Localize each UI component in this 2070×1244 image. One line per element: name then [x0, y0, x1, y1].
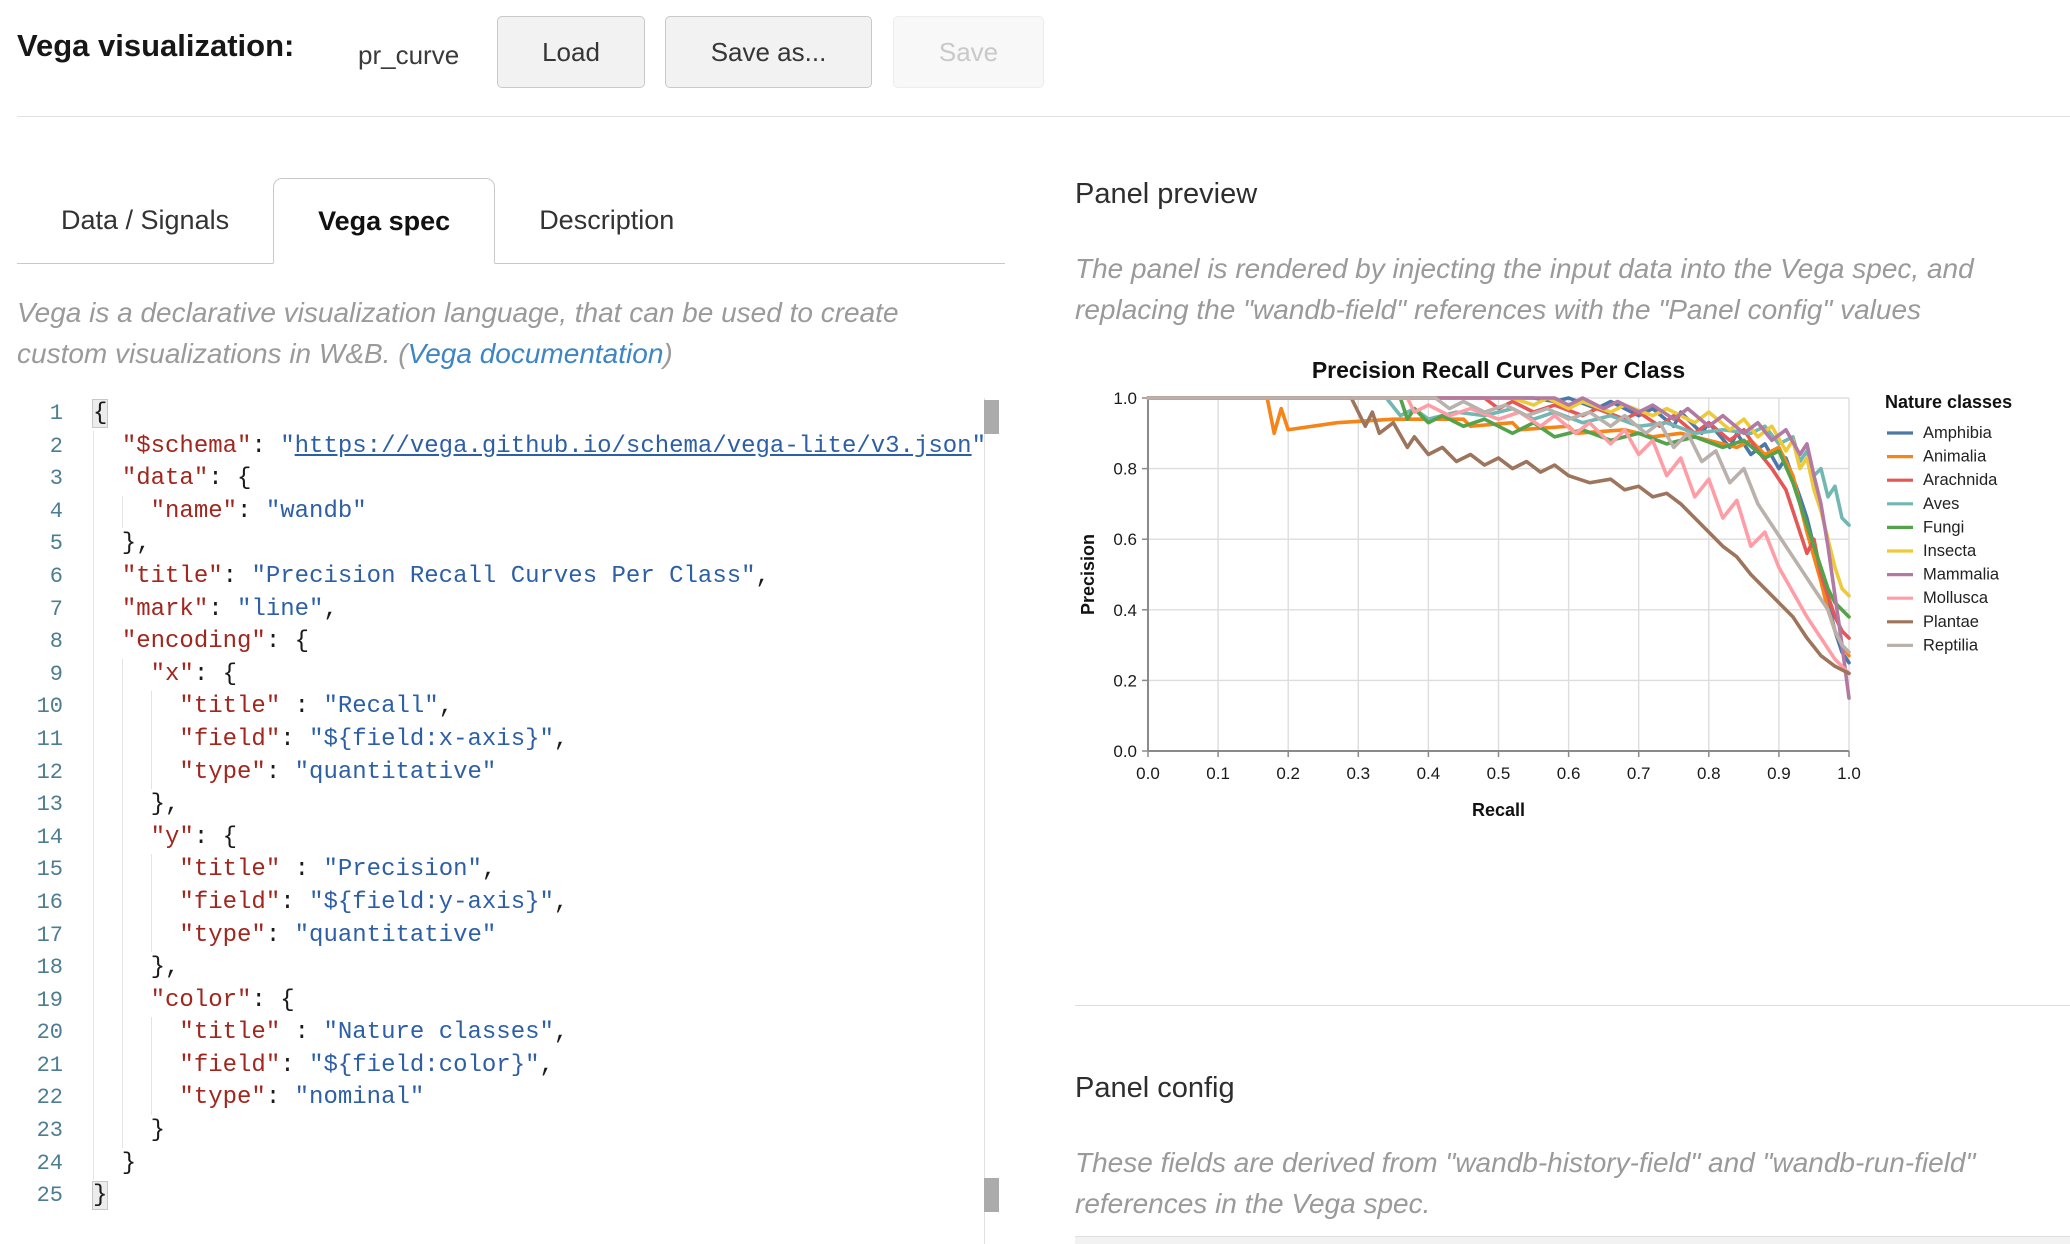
svg-text:Reptilia: Reptilia	[1923, 636, 1979, 654]
intro-text-before: Vega is a declarative visualization lang…	[17, 297, 899, 369]
svg-text:Plantae: Plantae	[1923, 613, 1979, 631]
svg-text:0.5: 0.5	[1487, 764, 1511, 783]
tab-vega-spec[interactable]: Vega spec	[273, 178, 496, 264]
save-button-disabled: Save	[893, 16, 1044, 88]
svg-text:0.4: 0.4	[1417, 764, 1441, 783]
chart-svg: 0.0 0.1 0.2 0.3 0.4 0.5 0.6 0.7 0.8 0.9 1.0 0.0 0.2 0…	[1078, 357, 2012, 820]
code-editor[interactable]: 1{2 "$schema": "https://vega.github.io/s…	[17, 398, 983, 1244]
svg-text:1.0: 1.0	[1113, 389, 1137, 408]
svg-text:Animalia: Animalia	[1923, 448, 1987, 466]
svg-text:0.8: 0.8	[1113, 460, 1137, 479]
svg-text:0.8: 0.8	[1697, 764, 1721, 783]
header-divider	[17, 116, 2070, 117]
svg-text:Recall: Recall	[1472, 800, 1525, 820]
svg-text:Arachnida: Arachnida	[1923, 471, 1998, 489]
svg-text:0.6: 0.6	[1557, 764, 1581, 783]
tab-data-signals[interactable]: Data / Signals	[61, 205, 230, 235]
svg-text:Amphibia: Amphibia	[1923, 424, 1993, 442]
svg-text:0.3: 0.3	[1346, 764, 1370, 783]
svg-text:Nature classes: Nature classes	[1885, 392, 2012, 412]
viz-name: pr_curve	[358, 40, 460, 70]
svg-text:Precision: Precision	[1078, 534, 1098, 615]
svg-text:Insecta: Insecta	[1923, 542, 1977, 560]
svg-text:0.4: 0.4	[1113, 601, 1137, 620]
panel-config-description: These fields are derived from "wandb-his…	[1075, 1147, 1976, 1219]
vega-documentation-link[interactable]: Vega documentation	[407, 338, 664, 369]
editor-scrollbar-track	[984, 398, 985, 1244]
svg-text:0.7: 0.7	[1627, 764, 1651, 783]
editor-scrollbar-thumb[interactable]	[984, 400, 999, 434]
svg-text:1.0: 1.0	[1837, 764, 1861, 783]
svg-text:0.9: 0.9	[1767, 764, 1791, 783]
svg-text:Mammalia: Mammalia	[1923, 566, 2000, 584]
tab-description[interactable]: Description	[539, 205, 675, 235]
svg-text:0.1: 0.1	[1206, 764, 1230, 783]
svg-text:Fungi: Fungi	[1923, 518, 1964, 536]
svg-text:0.2: 0.2	[1276, 764, 1300, 783]
svg-text:Mollusca: Mollusca	[1923, 589, 1989, 607]
svg-text:Aves: Aves	[1923, 495, 1959, 513]
svg-text:Precision Recall Curves Per Cl: Precision Recall Curves Per Class	[1312, 357, 1685, 383]
panel-config-table-edge	[1075, 1236, 2070, 1244]
svg-text:0.2: 0.2	[1113, 671, 1137, 690]
panel-preview-heading: Panel preview	[1075, 178, 1258, 210]
section-divider	[1075, 1005, 2070, 1006]
svg-text:0.0: 0.0	[1113, 742, 1137, 761]
code-lines: 1{2 "$schema": "https://vega.github.io/s…	[36, 399, 983, 1211]
intro-text-after: )	[663, 338, 673, 369]
editor-scrollbar-mark[interactable]	[984, 1178, 999, 1212]
tab-bar: Data / Signals Vega spec Description	[17, 178, 1005, 264]
page-title: Vega visualization:	[17, 28, 295, 63]
vega-intro-text: Vega is a declarative visualization lang…	[17, 292, 969, 374]
panel-config-heading: Panel config	[1075, 1072, 1235, 1104]
pr-curve-chart: 0.0 0.1 0.2 0.3 0.4 0.5 0.6 0.7 0.8 0.9 1.0 0.0 0.2 0…	[1075, 346, 2070, 848]
load-button[interactable]: Load	[497, 16, 645, 88]
panel-preview-description: The panel is rendered by injecting the i…	[1075, 253, 1974, 325]
svg-text:0.6: 0.6	[1113, 530, 1137, 549]
svg-text:0.0: 0.0	[1136, 764, 1160, 783]
save-as-button[interactable]: Save as...	[665, 16, 872, 88]
